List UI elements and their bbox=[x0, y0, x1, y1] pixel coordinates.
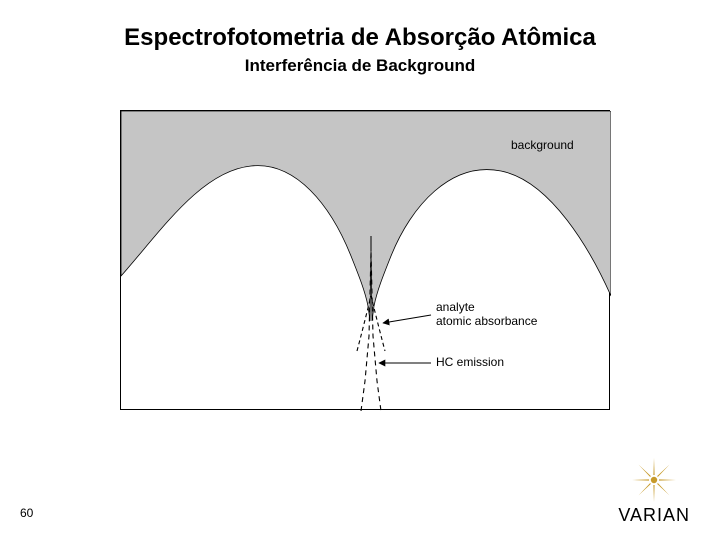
label-analyte: analyte bbox=[436, 300, 475, 314]
page-title: Espectrofotometria de Absorção Atômica bbox=[0, 24, 720, 52]
spectrum-svg: background analyteatomic absorbance HC emi… bbox=[121, 111, 611, 411]
label-hc-emission: HC emission bbox=[436, 355, 504, 369]
label-background: background bbox=[511, 138, 574, 152]
svg-text:atomic absorbance: atomic absorbance bbox=[436, 314, 538, 328]
starburst-icon bbox=[631, 457, 677, 503]
varian-logo: VARIAN bbox=[618, 457, 690, 526]
logo-text: VARIAN bbox=[618, 505, 690, 526]
page-number: 60 bbox=[20, 506, 33, 520]
spectrum-diagram: background analyteatomic absorbance HC emi… bbox=[120, 110, 610, 410]
page-subtitle: Interferência de Background bbox=[0, 56, 720, 76]
